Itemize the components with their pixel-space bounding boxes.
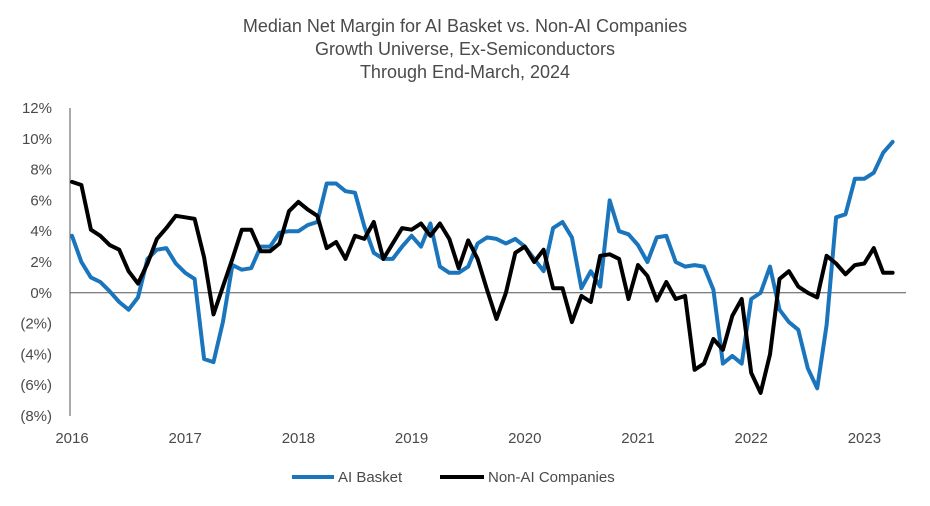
legend: AI Basket Non-AI Companies <box>292 469 615 486</box>
y-tick-label: (8%) <box>20 408 52 425</box>
series-line-ai-basket <box>70 139 895 391</box>
x-tick-label: 2023 <box>848 430 881 447</box>
y-tick-label: 0% <box>30 285 52 302</box>
y-tick-label: 6% <box>30 192 52 209</box>
chart-title-line-1: Median Net Margin for AI Basket vs. Non-… <box>243 16 687 36</box>
y-tick-label: 10% <box>22 131 52 148</box>
legend-label: Non-AI Companies <box>488 469 615 486</box>
axes-group <box>69 108 906 416</box>
x-tick-label: 2020 <box>508 430 541 447</box>
y-tick-label: (6%) <box>20 377 52 394</box>
chart-title-group: Median Net Margin for AI Basket vs. Non-… <box>243 16 687 82</box>
x-tick-label: 2017 <box>169 430 202 447</box>
y-tick-label: 8% <box>30 162 52 179</box>
y-tick-label: (2%) <box>20 316 52 333</box>
x-tick-label: 2016 <box>55 430 88 447</box>
y-tick-label: (4%) <box>20 346 52 363</box>
legend-label: AI Basket <box>338 469 403 486</box>
x-tick-label: 2022 <box>734 430 767 447</box>
y-tick-label: 12% <box>22 100 52 117</box>
x-tick-label: 2019 <box>395 430 428 447</box>
y-tick-label: 4% <box>30 223 52 240</box>
y-tick-label: 2% <box>30 254 52 271</box>
chart-title-line-2: Growth Universe, Ex-Semiconductors <box>315 39 615 59</box>
x-axis-ticks: 2016 2017 2018 2019 2020 2021 2022 2023 <box>55 430 881 447</box>
chart-title-line-3: Through End-March, 2024 <box>360 62 570 82</box>
y-axis-ticks: 12% 10% 8% 6% 4% 2% 0% (2%) (4%) (6%) (8%) <box>20 100 52 425</box>
x-tick-label: 2018 <box>282 430 315 447</box>
series-line-non-ai-companies <box>70 179 895 395</box>
series-lines <box>70 139 895 395</box>
x-tick-label: 2021 <box>621 430 654 447</box>
